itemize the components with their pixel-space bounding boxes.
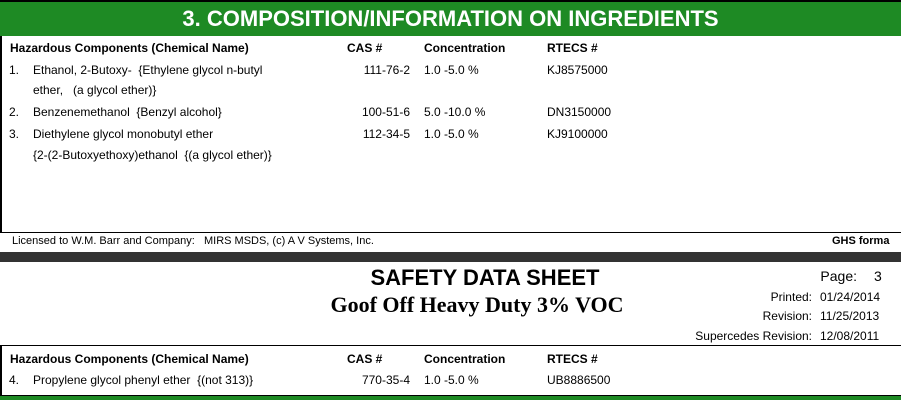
column-header: RTECS # bbox=[547, 41, 598, 55]
concentration: 1.0 -5.0 % bbox=[424, 127, 479, 141]
info-value: 11/25/2013 bbox=[820, 309, 880, 323]
info-label: Revision: bbox=[762, 309, 812, 323]
section-title: 3. COMPOSITION/INFORMATION ON INGREDIENT… bbox=[182, 6, 719, 31]
format-text: GHS forma bbox=[832, 235, 890, 247]
column-header: RTECS # bbox=[547, 352, 598, 366]
info-label: Supercedes Revision: bbox=[695, 329, 812, 343]
chemical-name: {2-(2-Butoxyethoxy)ethanol {(a glycol et… bbox=[33, 148, 272, 162]
column-header: CAS # bbox=[347, 41, 383, 55]
rtecs-number: KJ8575000 bbox=[547, 63, 608, 77]
rtecs-number: DN3150000 bbox=[547, 105, 612, 119]
column-header: Hazardous Components (Chemical Name) bbox=[10, 352, 249, 366]
row-number: 4. bbox=[9, 373, 20, 387]
section-bar bbox=[0, 0, 901, 36]
row-number: 3. bbox=[9, 127, 20, 141]
license-text: Licensed to W.M. Barr and Company: MIRS … bbox=[12, 235, 374, 247]
cas-number: 112-34-5 bbox=[362, 127, 410, 141]
concentration: 1.0 -5.0 % bbox=[424, 63, 479, 77]
chemical-name: ether, (a glycol ether)} bbox=[33, 83, 157, 97]
concentration: 1.0 -5.0 % bbox=[424, 373, 479, 387]
section-box bbox=[0, 36, 901, 233]
info-label: Printed: bbox=[770, 290, 812, 304]
row-number: 1. bbox=[9, 63, 20, 77]
column-header: CAS # bbox=[347, 352, 383, 366]
chemical-name: Propylene glycol phenyl ether {(not 313)… bbox=[33, 373, 254, 387]
chemical-name: Benzenemethanol {Benzyl alcohol} bbox=[33, 105, 222, 119]
cas-number: 770-35-4 bbox=[361, 373, 410, 387]
cas-number: 100-51-6 bbox=[361, 105, 410, 119]
rtecs-number: KJ9100000 bbox=[547, 127, 608, 141]
info-value: 01/24/2014 bbox=[820, 290, 881, 304]
info-value: 3 bbox=[874, 268, 882, 284]
row-number: 2. bbox=[9, 105, 20, 119]
page-break bbox=[0, 252, 901, 262]
info-label: Page: bbox=[820, 268, 857, 284]
chemical-name: Ethanol, 2-Butoxy- {Ethylene glycol n-bu… bbox=[33, 63, 263, 77]
rtecs-number: UB8886500 bbox=[547, 373, 611, 387]
info-value: 12/08/2011 bbox=[820, 329, 880, 343]
section-box bbox=[0, 345, 901, 400]
concentration: 5.0 -10.0 % bbox=[424, 105, 486, 119]
column-header: Hazardous Components (Chemical Name) bbox=[10, 41, 249, 55]
cas-number: 111-76-2 bbox=[363, 63, 410, 77]
product-name: Goof Off Heavy Duty 3% VOC bbox=[330, 292, 624, 317]
document-title: SAFETY DATA SHEET bbox=[370, 265, 600, 290]
column-header: Concentration bbox=[424, 41, 506, 55]
column-header: Concentration bbox=[424, 352, 506, 366]
chemical-name: Diethylene glycol monobutyl ether bbox=[33, 127, 214, 141]
section-bar bbox=[0, 395, 901, 400]
